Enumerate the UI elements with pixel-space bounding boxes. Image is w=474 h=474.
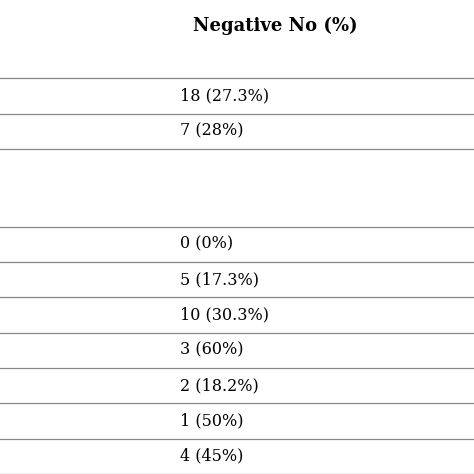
Text: 7 (28%): 7 (28%) [180, 123, 244, 140]
Text: Negative No (%): Negative No (%) [192, 17, 357, 35]
Text: 4 (45%): 4 (45%) [180, 448, 244, 465]
Text: 10 (30.3%): 10 (30.3%) [180, 307, 269, 323]
Text: 1 (50%): 1 (50%) [180, 412, 244, 429]
Text: 3 (60%): 3 (60%) [180, 342, 244, 359]
Text: 18 (27.3%): 18 (27.3%) [180, 87, 269, 104]
Text: 5 (17.3%): 5 (17.3%) [180, 271, 259, 288]
Text: 0 (0%): 0 (0%) [180, 236, 233, 253]
Text: 2 (18.2%): 2 (18.2%) [180, 377, 259, 394]
